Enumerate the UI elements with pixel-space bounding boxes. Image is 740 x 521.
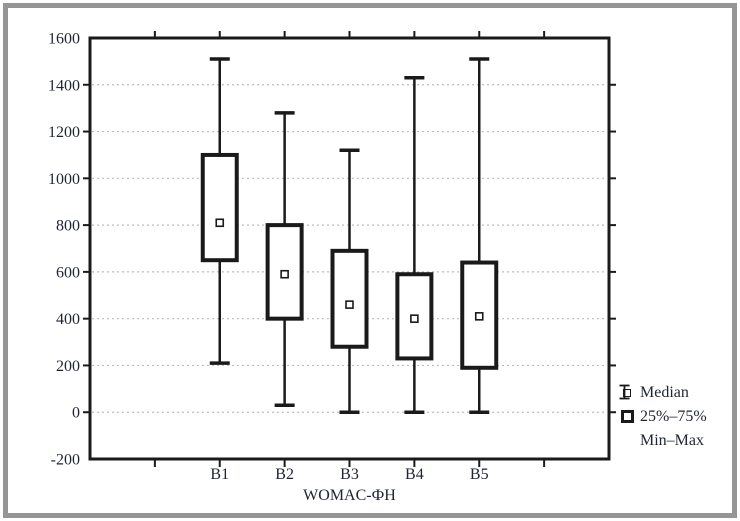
legend: Median 25%–75% Min–Max — [618, 383, 707, 450]
x-tick-label: B1 — [210, 466, 229, 483]
median-marker — [410, 314, 419, 323]
iqr-box — [200, 152, 239, 263]
x-tick-label: B5 — [470, 466, 489, 483]
legend-item-iqr: 25%–75% — [618, 407, 707, 426]
y-tick-label: 200 — [56, 358, 80, 375]
median-marker — [215, 218, 225, 228]
x-axis-title: WOMAC-ФН — [303, 487, 396, 504]
y-tick-label: 1000 — [48, 171, 80, 188]
median-marker — [280, 269, 289, 279]
y-tick-label: 1400 — [48, 77, 80, 94]
y-tick-label: 0 — [72, 405, 80, 422]
median-marker-icon — [618, 388, 636, 397]
y-tick-label: 1600 — [48, 31, 80, 48]
median-marker — [345, 300, 354, 309]
y-tick-label: -200 — [51, 452, 80, 469]
iqr-box — [330, 248, 369, 349]
legend-label-minmax: Min–Max — [640, 432, 704, 449]
figure-border — [3, 3, 737, 518]
legend-item-median: Median — [618, 383, 707, 402]
x-tick-label: B3 — [340, 466, 359, 483]
legend-label-iqr: 25%–75% — [640, 408, 707, 425]
y-tick-label: 800 — [56, 218, 80, 235]
y-tick-label: 400 — [56, 311, 80, 328]
iqr-box-icon — [618, 410, 636, 423]
plot-frame — [88, 36, 611, 461]
median-marker — [474, 312, 484, 321]
y-tick-label: 1200 — [48, 124, 80, 141]
x-tick-label: B4 — [405, 466, 424, 483]
y-tick-label: 600 — [56, 264, 80, 281]
legend-label-median: Median — [640, 384, 689, 401]
x-tick-label: B2 — [275, 466, 294, 483]
legend-item-minmax: Min–Max — [618, 384, 707, 450]
